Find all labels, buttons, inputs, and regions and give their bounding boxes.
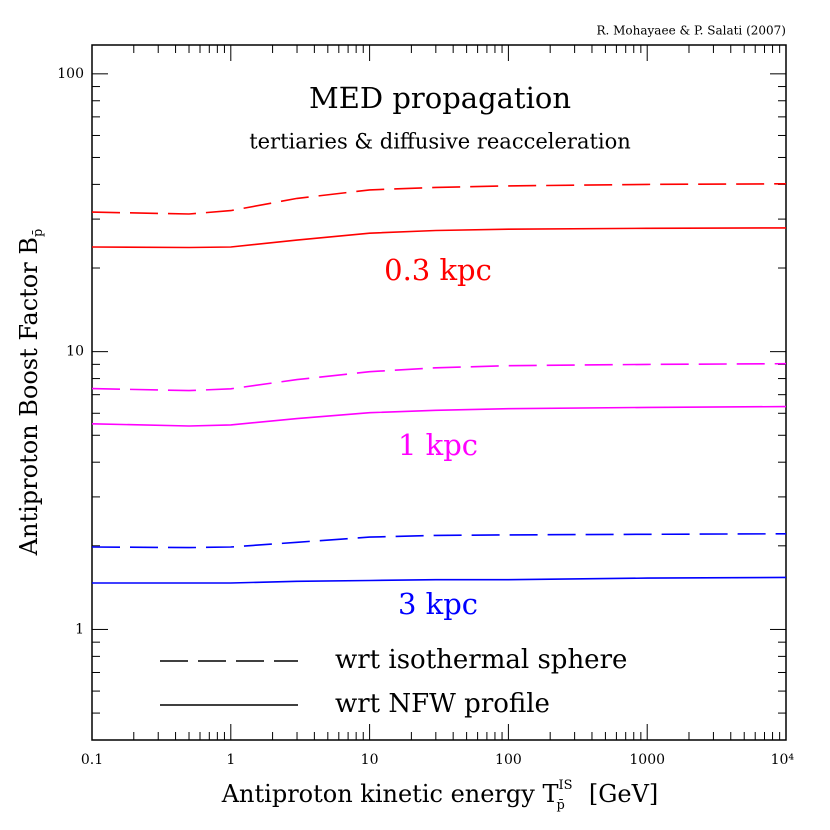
plot-frame xyxy=(91,44,787,741)
y-tick-label: 10 xyxy=(66,344,84,360)
x-axis-label-sub: p̄ xyxy=(557,798,565,813)
y-axis-label: Antiproton Boost Factor Bp̄ xyxy=(15,229,46,557)
x-tick-label: 10 xyxy=(361,752,379,768)
x-tick-label: 1000 xyxy=(629,752,665,768)
data-line xyxy=(91,227,787,249)
x-tick-label: 100 xyxy=(495,752,522,768)
y-tick-label: 1 xyxy=(75,621,84,637)
x-tick-label: 0.1 xyxy=(81,752,103,768)
line-annotation: 3 kpc xyxy=(398,587,478,621)
data-line xyxy=(91,362,787,392)
data-line xyxy=(92,576,787,584)
x-tick-label: 1 xyxy=(226,752,235,768)
legend-label: wrt isothermal sphere xyxy=(335,645,627,675)
credit: R. Mohayaee & P. Salati (2007) xyxy=(596,24,786,38)
x-axis-label-sup: IS xyxy=(558,778,572,793)
x-axis-label-unit: [GeV] xyxy=(589,780,658,808)
y-axis-label-sub: p̄ xyxy=(31,229,46,237)
chart-title: MED propagation xyxy=(309,81,571,115)
y-axis-label-main: Antiproton Boost Factor B xyxy=(15,237,43,556)
data-line xyxy=(91,405,787,427)
data-line xyxy=(91,183,787,215)
line-annotation: 0.3 kpc xyxy=(384,253,492,287)
x-axis-label: Antiproton kinetic energy TIS p̄ [GeV] xyxy=(221,778,659,813)
legend-label: wrt NFW profile xyxy=(335,689,550,719)
data-line xyxy=(91,533,787,549)
y-tick-label: 100 xyxy=(57,66,84,82)
x-axis-label-main: Antiproton kinetic energy T xyxy=(221,780,559,808)
x-tick-label: 10⁴ xyxy=(771,752,795,768)
chart-subtitle: tertiaries & diffusive reacceleration xyxy=(249,130,631,154)
line-annotation: 1 kpc xyxy=(398,428,478,462)
